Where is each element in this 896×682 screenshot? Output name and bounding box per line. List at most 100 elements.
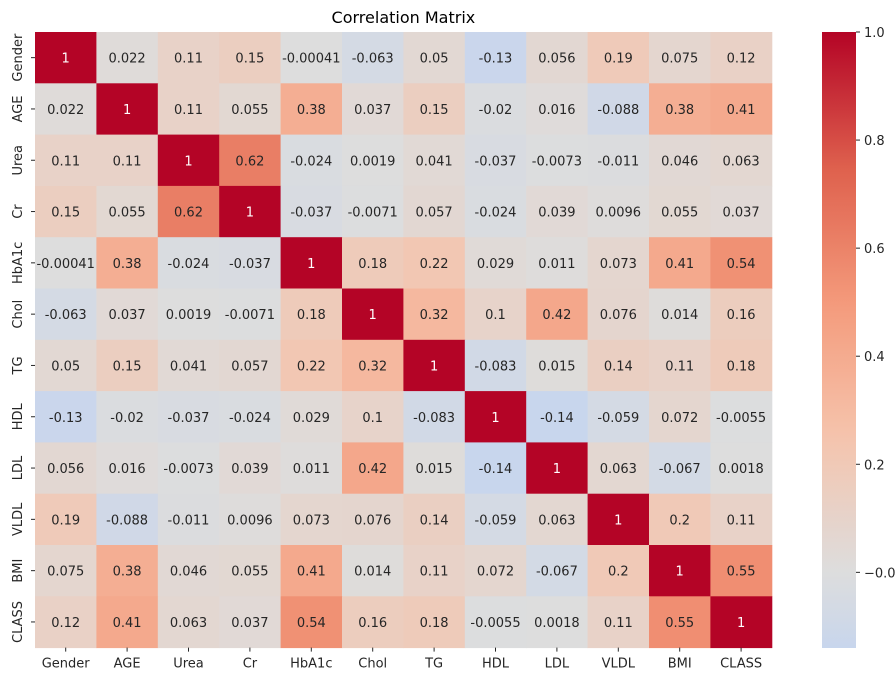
heatmap-cell (96, 288, 159, 341)
heatmap-cell (710, 32, 773, 84)
cell-value-label: 0.039 (538, 206, 575, 221)
cell-value-label: 0.41 (665, 257, 694, 272)
cell-value-label: -0.011 (597, 154, 639, 169)
heatmap-cell (649, 339, 711, 392)
cell-value-label: 0.54 (727, 257, 756, 272)
heatmap-cell (219, 493, 282, 546)
cell-value-label: 0.38 (297, 103, 326, 118)
cell-value-label: -0.14 (540, 411, 574, 426)
cell-value-label: 0.12 (727, 52, 756, 67)
heatmap-cell (403, 339, 466, 392)
cell-value-label: 0.076 (354, 513, 391, 528)
heatmap-cell (464, 134, 527, 187)
heatmap-cell (464, 545, 527, 597)
heatmap-cell (464, 185, 527, 238)
heatmap-cell (526, 339, 589, 392)
cell-value-label: -0.0055 (470, 616, 520, 631)
cell-value-label: -0.13 (479, 52, 513, 67)
cell-value-label: 0.056 (538, 52, 575, 67)
cell-value-label: 0.055 (231, 103, 268, 118)
heatmap-cell (464, 391, 527, 443)
cell-value-label: 0.2 (669, 513, 690, 528)
heatmap-cell (587, 545, 650, 597)
cell-value-label: 0.016 (108, 462, 145, 477)
y-tick-label: Chol (11, 300, 26, 329)
cell-value-label: -0.083 (413, 411, 455, 426)
x-tick-label: HbA1c (290, 657, 332, 672)
heatmap-cell (649, 493, 711, 546)
cell-value-label: 0.022 (108, 52, 145, 67)
heatmap-cell (403, 32, 466, 84)
colorbar: 1.0 0.8 0.6 0.4 0.2 −0.0 (822, 26, 896, 648)
cell-value-label: 1 (553, 462, 561, 477)
heatmap-cell (587, 32, 650, 84)
cell-value-label: 1 (491, 411, 499, 426)
cell-value-label: -0.024 (290, 154, 332, 169)
cell-value-label: 0.0019 (166, 308, 212, 323)
cell-value-label: 0.0018 (534, 616, 580, 631)
cell-value-label: -0.037 (290, 206, 332, 221)
heatmap-cell (219, 391, 282, 443)
heatmap-cell (157, 596, 220, 649)
cell-value-label: 0.18 (727, 359, 756, 374)
cell-value-label: 0.62 (235, 154, 264, 169)
heatmap-cell (96, 185, 159, 238)
cell-value-label: 1 (307, 257, 315, 272)
x-tick-label: AGE (114, 657, 141, 672)
cell-value-label: 0.38 (665, 103, 694, 118)
heatmap-cell (96, 493, 159, 546)
heatmap-cell (342, 185, 404, 238)
cell-value-label: 1 (369, 308, 377, 323)
heatmap-cell (342, 134, 404, 187)
heatmap-cell (403, 134, 466, 187)
heatmap-cell (587, 493, 650, 546)
heatmap-cell (403, 493, 466, 546)
cell-value-label: -0.063 (352, 52, 394, 67)
cell-value-label: 0.42 (358, 462, 387, 477)
cell-value-label: 1 (184, 154, 192, 169)
heatmap-cell (710, 288, 773, 341)
heatmap-cell (649, 545, 711, 597)
heatmap-cell (403, 237, 466, 289)
cell-value-label: -0.059 (475, 513, 517, 528)
cell-value-label: 0.1 (485, 308, 506, 323)
cell-value-label: 0.41 (727, 103, 756, 118)
cell-value-label: 0.0018 (718, 462, 764, 477)
heatmap-cell (219, 237, 282, 289)
heatmap-cell (219, 83, 282, 136)
heatmap-cell (157, 288, 220, 341)
heatmap-cell (403, 288, 466, 341)
heatmap-cell (342, 32, 404, 84)
heatmap-cell (710, 83, 773, 136)
heatmap-cell (342, 391, 404, 443)
cell-value-label: -0.037 (475, 154, 517, 169)
heatmap-cell (280, 545, 343, 597)
colorbar-tick-label: −0.0 (864, 566, 896, 581)
cell-value-label: 0.057 (231, 359, 268, 374)
heatmap-cell (280, 134, 343, 187)
x-tick-label: LDL (545, 657, 570, 672)
heatmap-cell (526, 545, 589, 597)
heatmap-cell (280, 288, 343, 341)
cell-value-label: 1 (246, 206, 254, 221)
heatmap-cell (96, 32, 159, 84)
heatmap-cell (342, 288, 404, 341)
colorbar-tick-label: 0.8 (864, 134, 885, 149)
heatmap-cell (710, 493, 773, 546)
heatmap-cell (710, 339, 773, 392)
cell-value-label: 0.055 (661, 206, 698, 221)
heatmap-cell (219, 545, 282, 597)
heatmap-cell (35, 185, 97, 238)
cell-value-label: 0.014 (354, 565, 391, 580)
cell-value-label: 0.11 (727, 513, 756, 528)
cell-value-label: 0.037 (231, 616, 268, 631)
cell-value-label: -0.037 (229, 257, 271, 272)
cell-value-label: 1 (430, 359, 438, 374)
y-tick-label: HbA1c (11, 242, 26, 284)
heatmap-cell (219, 596, 282, 649)
heatmap-cell (35, 237, 97, 289)
cell-value-label: 0.046 (661, 154, 698, 169)
heatmap-cell (403, 545, 466, 597)
cell-value-label: 0.38 (113, 257, 142, 272)
x-tick-label: CLASS (720, 657, 762, 672)
